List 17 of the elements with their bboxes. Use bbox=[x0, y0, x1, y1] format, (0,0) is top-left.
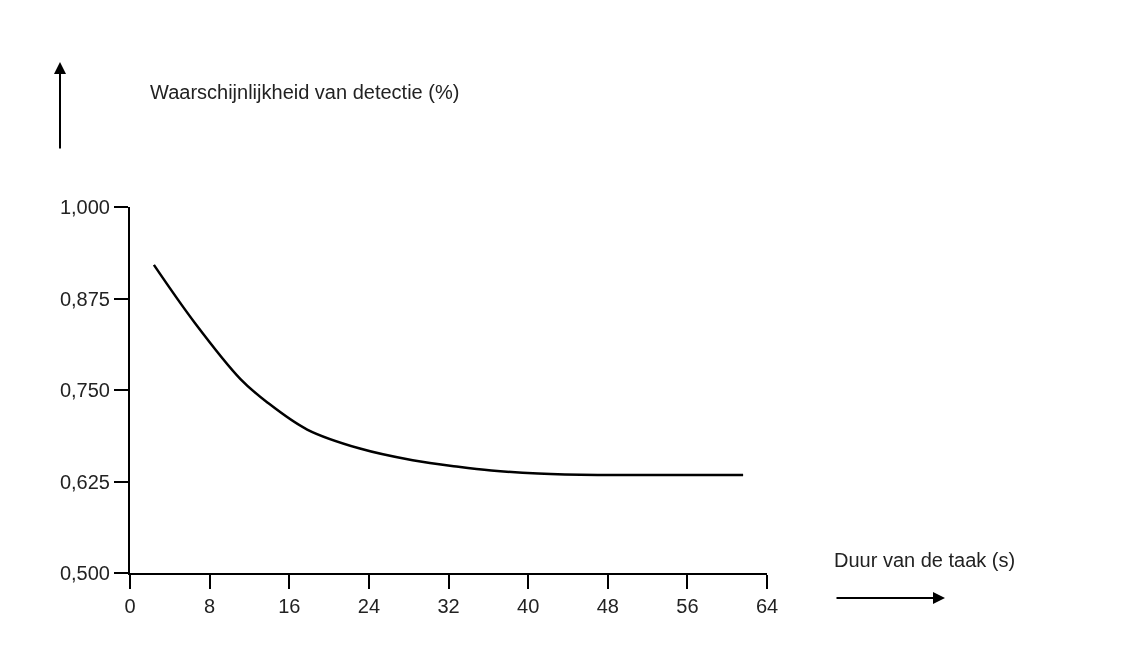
x-tick-label: 32 bbox=[437, 595, 460, 617]
x-tick-label: 48 bbox=[596, 595, 619, 617]
x-tick-label: 16 bbox=[278, 595, 301, 617]
x-axis-title: Duur van de taak (s) bbox=[834, 549, 1016, 571]
x-tick-label: 0 bbox=[124, 595, 136, 617]
y-tick-label: 0,875 bbox=[59, 287, 110, 310]
y-tick-label: 1,000 bbox=[59, 196, 110, 218]
y-axis-title: Waarschijnlijkheid van detectie (%) bbox=[150, 81, 460, 103]
y-tick-label: 0,750 bbox=[59, 379, 110, 401]
line-series bbox=[152, 263, 745, 477]
x-tick-label: 56 bbox=[676, 595, 699, 617]
x-tick-label: 40 bbox=[517, 595, 540, 617]
x-tick-label: 64 bbox=[755, 595, 779, 617]
y-tick-label: 0,500 bbox=[59, 562, 110, 584]
y-tick-label: 0,625 bbox=[59, 470, 110, 493]
x-tick-label: 24 bbox=[357, 595, 381, 617]
x-tick-label: 8 bbox=[204, 595, 216, 617]
